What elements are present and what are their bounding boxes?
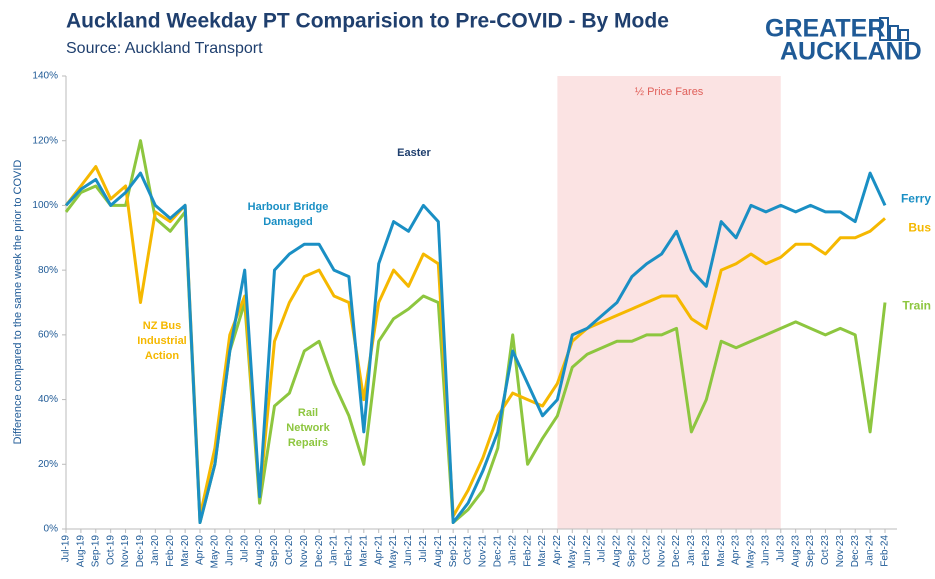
- x-tick-label: Aug-21: [433, 535, 444, 568]
- x-tick-label: Jul-23: [775, 535, 786, 563]
- x-tick-label: Apr-23: [731, 535, 742, 565]
- y-axis-label: Difference compared to the same week the…: [12, 160, 24, 445]
- y-tick-label: 80%: [38, 265, 58, 276]
- annotation: Repairs: [288, 437, 328, 449]
- annotation: Network: [286, 422, 330, 434]
- x-tick-label: May-23: [746, 535, 757, 569]
- annotation: Easter: [397, 147, 431, 159]
- x-tick-label: May-22: [567, 535, 578, 569]
- shade-region: [557, 76, 781, 529]
- x-tick-label: Jun-21: [403, 535, 414, 566]
- x-tick-label: Jun-22: [582, 535, 593, 566]
- chart-subtitle: Source: Auckland Transport: [66, 40, 263, 57]
- y-tick-label: 0%: [44, 524, 59, 535]
- x-tick-label: Dec-23: [850, 535, 861, 568]
- x-tick-label: Mar-21: [358, 535, 369, 567]
- chart-title: Auckland Weekday PT Comparision to Pre-C…: [66, 10, 669, 33]
- y-tick-label: 120%: [32, 135, 58, 146]
- x-tick-label: Oct-19: [105, 535, 116, 565]
- x-tick-label: Sep-20: [269, 535, 280, 568]
- x-tick-label: Sep-21: [448, 535, 459, 568]
- x-tick-label: Jul-20: [239, 535, 250, 563]
- shade-label: ½ Price Fares: [635, 86, 704, 98]
- x-tick-label: Oct-21: [463, 535, 474, 565]
- annotation: Rail: [298, 407, 318, 419]
- x-tick-label: Nov-20: [299, 535, 310, 568]
- annotation: Industrial: [137, 335, 187, 347]
- x-tick-label: Feb-20: [165, 535, 176, 567]
- x-tick-label: Apr-20: [195, 535, 206, 565]
- x-tick-label: Jan-23: [686, 535, 697, 566]
- x-tick-label: Oct-22: [641, 535, 652, 565]
- x-tick-label: Jan-22: [507, 535, 518, 566]
- x-tick-label: Dec-20: [314, 535, 325, 568]
- series-label: Ferry: [901, 192, 931, 206]
- x-tick-label: Jul-21: [418, 535, 429, 563]
- x-tick-label: Mar-23: [716, 535, 727, 567]
- y-tick-label: 20%: [38, 459, 58, 470]
- x-tick-label: Nov-19: [120, 535, 131, 568]
- x-tick-label: Jul-22: [597, 535, 608, 563]
- x-tick-label: Jan-20: [150, 535, 161, 566]
- x-tick-label: Jun-20: [224, 535, 235, 566]
- x-tick-label: Aug-19: [76, 535, 87, 568]
- x-tick-label: Feb-21: [344, 535, 355, 567]
- x-tick-label: Aug-20: [254, 535, 265, 568]
- annotation: Harbour Bridge: [248, 201, 329, 213]
- logo-icon: [879, 17, 909, 41]
- x-tick-label: Nov-23: [835, 535, 846, 568]
- x-tick-label: Aug-23: [790, 535, 801, 568]
- x-tick-label: Dec-21: [492, 535, 503, 568]
- logo: GREATER: [765, 15, 885, 43]
- series-label: Train: [902, 299, 931, 313]
- annotation: Damaged: [263, 216, 313, 228]
- x-tick-label: Sep-22: [626, 535, 637, 568]
- x-tick-label: Nov-21: [478, 535, 489, 568]
- x-tick-label: Mar-20: [180, 535, 191, 567]
- x-tick-label: Apr-21: [373, 535, 384, 565]
- x-tick-label: Sep-19: [90, 535, 101, 568]
- x-tick-label: Dec-22: [671, 535, 682, 568]
- x-tick-label: Oct-23: [820, 535, 831, 565]
- x-tick-label: Feb-22: [522, 535, 533, 567]
- logo: AUCKLAND: [780, 38, 922, 66]
- annotation: Action: [145, 350, 180, 362]
- x-tick-label: Feb-23: [701, 535, 712, 567]
- x-tick-label: Aug-22: [612, 535, 623, 568]
- series-line: [64, 171, 887, 524]
- x-tick-label: Feb-24: [880, 535, 891, 567]
- x-tick-label: Jun-23: [761, 535, 772, 566]
- x-tick-label: May-20: [210, 535, 221, 569]
- x-tick-label: Dec-19: [135, 535, 146, 568]
- x-tick-label: Jul-19: [61, 535, 72, 563]
- y-tick-label: 60%: [38, 329, 58, 340]
- x-tick-label: Jan-21: [329, 535, 340, 566]
- y-tick-label: 40%: [38, 394, 58, 405]
- series-line: [64, 165, 886, 518]
- y-tick-label: 140%: [32, 71, 58, 82]
- y-tick-label: 100%: [32, 200, 58, 211]
- x-tick-label: May-21: [388, 535, 399, 569]
- x-tick-label: Mar-22: [537, 535, 548, 567]
- annotation: NZ Bus: [143, 320, 182, 332]
- x-tick-label: Jan-24: [865, 535, 876, 566]
- x-tick-label: Oct-20: [284, 535, 295, 565]
- series-label: Bus: [908, 221, 931, 235]
- x-tick-label: Sep-23: [805, 535, 816, 568]
- x-tick-label: Apr-22: [552, 535, 563, 565]
- x-tick-label: Nov-22: [656, 535, 667, 568]
